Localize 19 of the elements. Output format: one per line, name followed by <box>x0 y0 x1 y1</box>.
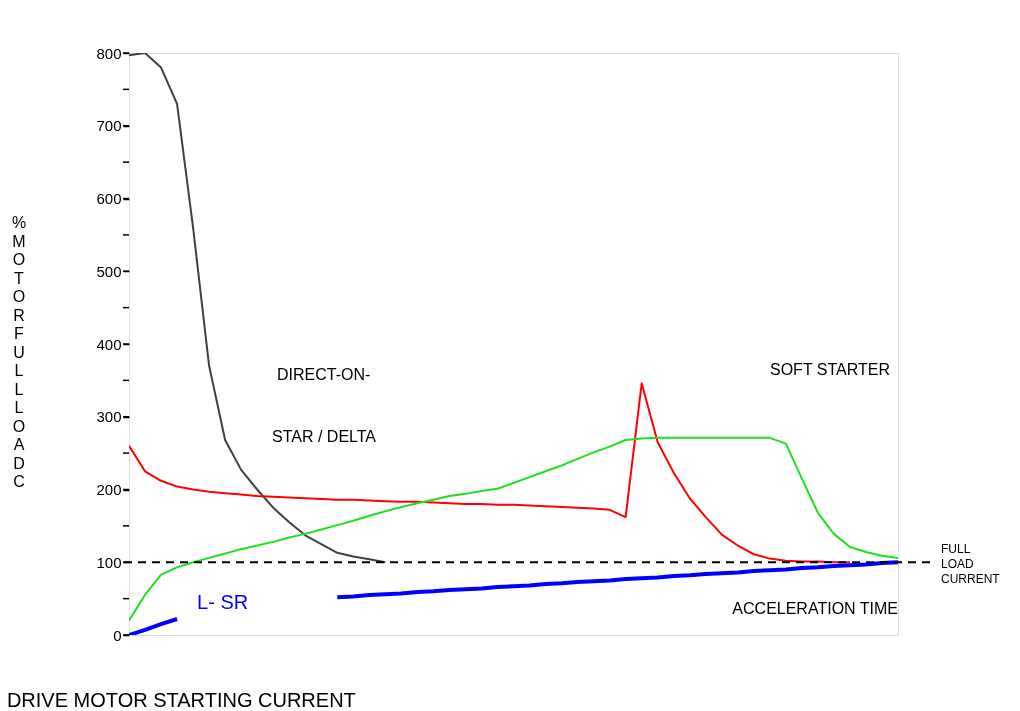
y-tick-label: 200 <box>96 481 122 498</box>
y-tick-label: 800 <box>96 44 122 62</box>
y-tick-label: 500 <box>96 262 122 280</box>
y-tick-label: 400 <box>96 335 122 353</box>
text: DRIVE MOTOR STARTING CURRENT <box>6 689 356 711</box>
line-series <box>129 53 387 564</box>
ref-line-label: FULL LOAD CURRENT <box>941 542 1001 587</box>
annotation: SOFT STARTER <box>770 361 891 378</box>
y-tick-label: 100 <box>96 553 122 571</box>
series-label: L- SR <box>197 590 249 613</box>
line-series <box>129 382 851 564</box>
text: % MOTOR FULL LOAD C <box>11 214 27 490</box>
y-tick-label: 0 <box>113 626 122 644</box>
y-tick-label: 600 <box>96 190 122 207</box>
y-tick-label: 300 <box>96 408 122 426</box>
y-tick-label: 700 <box>96 117 122 135</box>
annotation: STAR / DELTA <box>272 428 377 445</box>
x-axis-title: ACCELERATION TIME <box>732 600 898 617</box>
annotation: DIRECT-ON- <box>277 366 371 383</box>
